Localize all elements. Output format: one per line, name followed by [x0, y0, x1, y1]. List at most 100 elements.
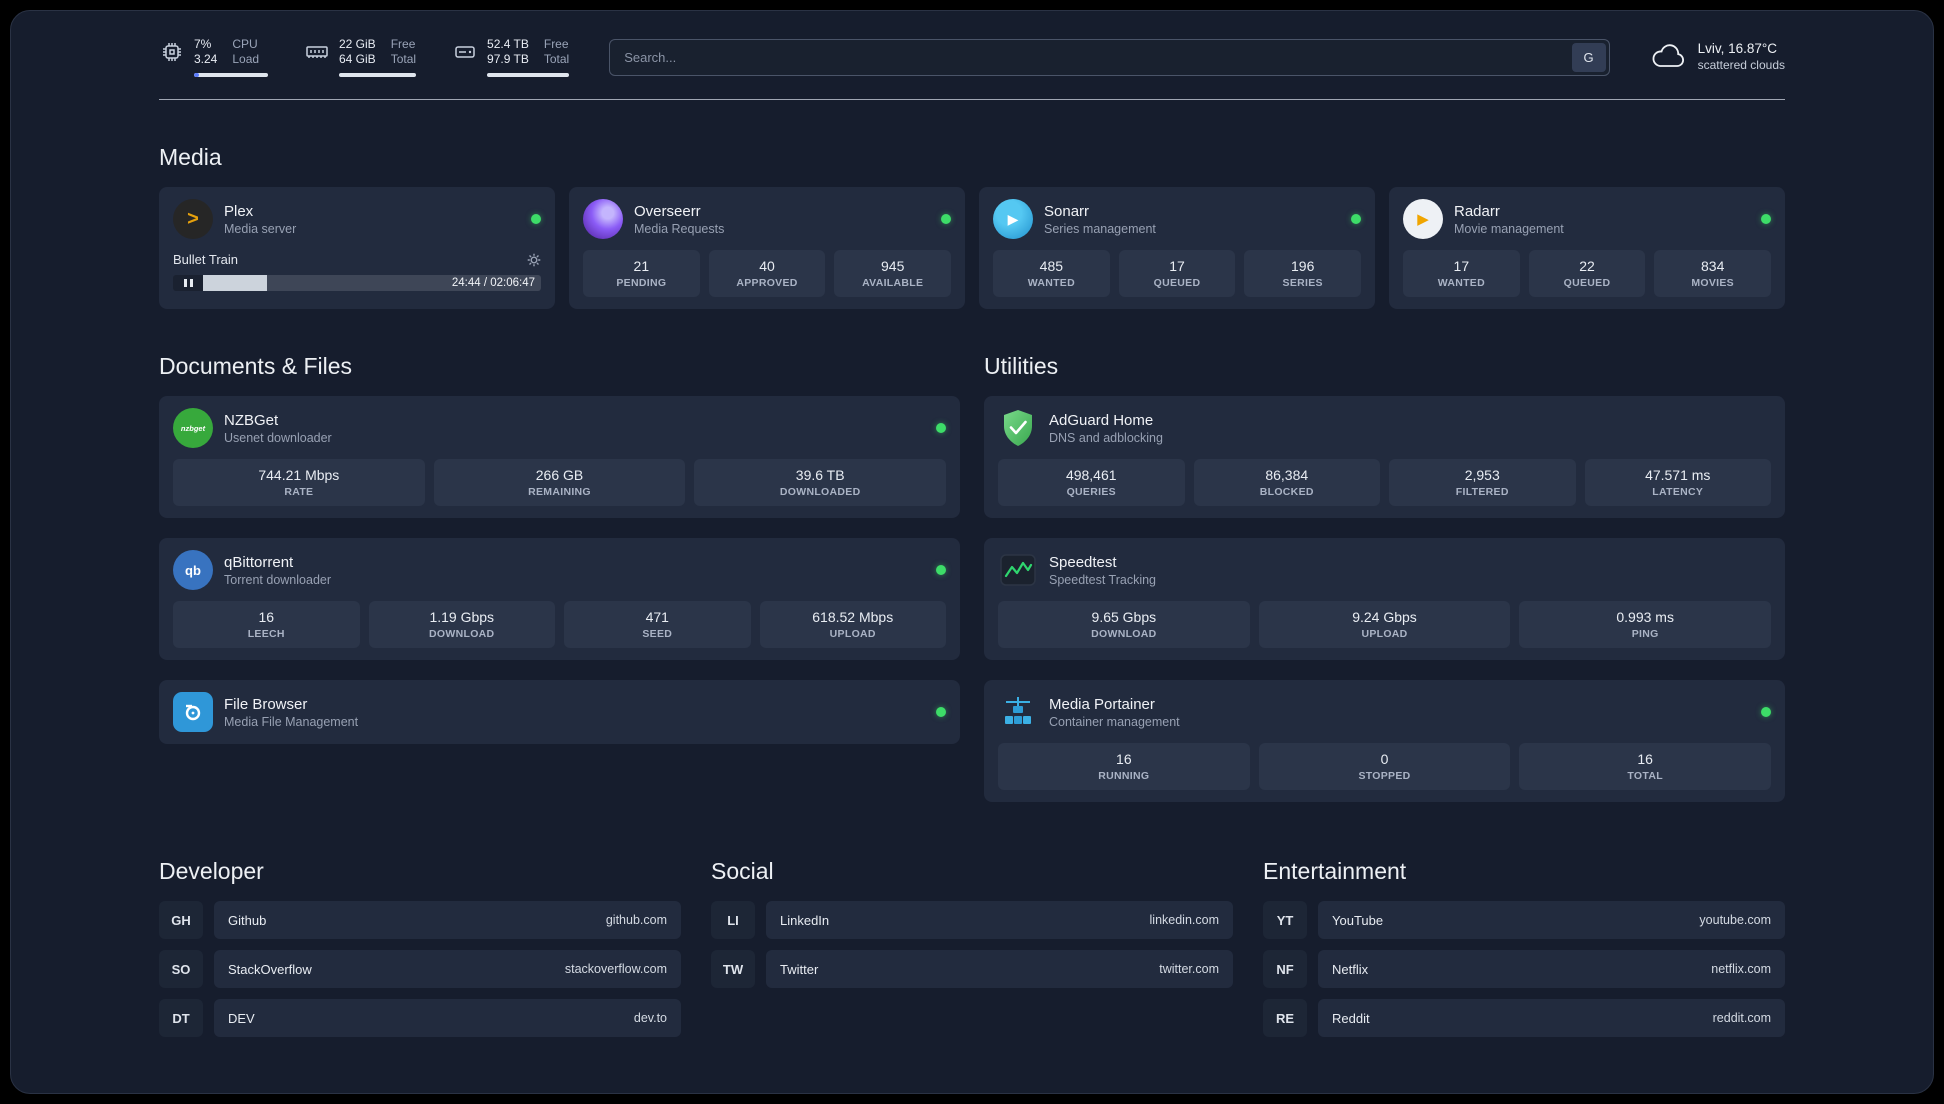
stat-tile: 40 APPROVED: [708, 250, 826, 297]
stat-value: 39.6 TB: [795, 467, 845, 483]
stat-tile: 498,461 QUERIES: [998, 459, 1185, 506]
app-card-radarr[interactable]: ▶ Radarr Movie management 17 WANTED 22 Q…: [1389, 187, 1785, 309]
bookmark-url: linkedin.com: [1149, 913, 1219, 927]
stat-label: MOVIES: [1691, 277, 1734, 289]
stat-value: 834: [1701, 258, 1725, 274]
app-name: Sonarr: [1044, 202, 1090, 220]
bookmark-abbr: RE: [1263, 999, 1307, 1037]
search-engine-button[interactable]: G: [1571, 42, 1606, 72]
status-online-dot: [1761, 214, 1771, 224]
stat-label: TOTAL: [1627, 770, 1663, 782]
bookmark-link-linkedin[interactable]: LinkedIn linkedin.com: [766, 901, 1233, 939]
stat-value: 0.993 ms: [1616, 609, 1674, 625]
bookmark-url: twitter.com: [1159, 962, 1219, 976]
app-card-sonarr[interactable]: ▶ Sonarr Series management 485 WANTED 17…: [979, 187, 1375, 309]
stat-label: STOPPED: [1358, 770, 1411, 782]
bookmark-url: youtube.com: [1699, 913, 1771, 927]
bookmark-name: Netflix: [1332, 961, 1369, 977]
section-title-media: Media: [159, 144, 222, 170]
stat-value: 266 GB: [535, 467, 584, 483]
stat-value: 21: [633, 258, 650, 274]
app-desc: Usenet downloader: [224, 430, 332, 445]
app-card-qbittorrent[interactable]: qb qBittorrent Torrent downloader 16 LEE…: [159, 538, 960, 660]
app-name: Overseerr: [634, 202, 701, 220]
app-desc: Series management: [1044, 221, 1156, 236]
stat-tile: 0.993 ms PING: [1519, 601, 1772, 648]
filebrowser-icon: [173, 692, 213, 732]
bookmark-name: DEV: [228, 1010, 255, 1026]
app-name: Radarr: [1454, 202, 1500, 220]
cpu-progress-fill: [194, 73, 200, 77]
stat-value: 744.21 Mbps: [258, 467, 340, 483]
cpu-load-value: 3.24: [194, 52, 218, 66]
bookmark-link-dev[interactable]: DEV dev.to: [214, 999, 681, 1037]
bookmark-row: GH Github github.com: [159, 901, 681, 939]
bookmark-link-stackoverflow[interactable]: StackOverflow stackoverflow.com: [214, 950, 681, 988]
bookmark-url: github.com: [605, 913, 667, 927]
bookmark-name: StackOverflow: [228, 961, 312, 977]
stat-tile: 196 SERIES: [1244, 250, 1362, 297]
stat-label: FILTERED: [1455, 486, 1509, 498]
app-desc: Speedtest Tracking: [1049, 572, 1157, 587]
stat-tile: 945 AVAILABLE: [834, 250, 952, 297]
speedtest-icon: [998, 550, 1038, 590]
stat-value: 17: [1169, 258, 1185, 274]
weather-location: Lviv, 16.87°C: [1697, 41, 1778, 57]
app-card-portainer[interactable]: Media Portainer Container management 16 …: [984, 680, 1785, 802]
app-card-overseerr[interactable]: Overseerr Media Requests 21 PENDING 40 A…: [569, 187, 965, 309]
stat-value: 40: [759, 258, 775, 274]
app-card-speedtest[interactable]: Speedtest Speedtest Tracking 9.65 Gbps D…: [984, 538, 1785, 660]
stat-value: 47.571 ms: [1645, 467, 1711, 483]
stat-tile: 744.21 Mbps RATE: [173, 459, 425, 506]
stat-tile: 9.65 Gbps DOWNLOAD: [998, 601, 1250, 648]
bookmark-link-netflix[interactable]: Netflix netflix.com: [1318, 950, 1785, 988]
gear-icon[interactable]: [527, 253, 541, 267]
stat-label: REMAINING: [528, 486, 591, 498]
cpu-label-top: CPU: [232, 37, 258, 51]
app-card-plex[interactable]: > Plex Media server Bullet Train: [159, 187, 555, 309]
search-bar: G: [609, 38, 1610, 76]
sonarr-icon: ▶: [993, 199, 1033, 239]
bookmark-abbr: NF: [1263, 950, 1307, 988]
adguard-icon: [998, 408, 1038, 448]
radarr-icon: ▶: [1403, 199, 1443, 239]
search-input[interactable]: [609, 38, 1610, 76]
ram-free-value: 22 GiB: [339, 37, 376, 51]
playback-progress-fill: [203, 275, 268, 291]
bookmark-link-github[interactable]: Github github.com: [214, 901, 681, 939]
stat-value: 498,461: [1065, 467, 1117, 483]
bookmark-abbr: GH: [159, 901, 203, 939]
app-name: qBittorrent: [224, 553, 294, 571]
bookmark-link-twitter[interactable]: Twitter twitter.com: [766, 950, 1233, 988]
app-card-nzbget[interactable]: nzbget NZBGet Usenet downloader 744.21 M…: [159, 396, 960, 518]
stat-label: LEECH: [247, 628, 285, 640]
stat-value: 16: [1116, 751, 1132, 767]
app-name: File Browser: [224, 695, 308, 713]
stat-label: RUNNING: [1098, 770, 1150, 782]
app-card-adguard[interactable]: AdGuard Home DNS and adblocking 498,461 …: [984, 396, 1785, 518]
stat-value: 485: [1039, 258, 1064, 274]
stat-label: AVAILABLE: [862, 277, 924, 289]
app-name: NZBGet: [224, 411, 279, 429]
app-card-filebrowser[interactable]: File Browser Media File Management: [159, 680, 960, 744]
stat-value: 196: [1291, 258, 1315, 274]
disk-total-value: 97.9 TB: [487, 52, 529, 66]
stat-value: 16: [258, 609, 275, 625]
stat-tile: 16 LEECH: [173, 601, 360, 648]
bookmark-link-reddit[interactable]: Reddit reddit.com: [1318, 999, 1785, 1037]
stat-tile: 17 QUEUED: [1118, 250, 1236, 297]
playback-progress-bar[interactable]: [203, 275, 541, 291]
bookmark-abbr: TW: [711, 950, 755, 988]
app-desc: DNS and adblocking: [1049, 430, 1163, 445]
bookmarks-developer: Developer GH Github github.com SO StackO…: [159, 840, 681, 1037]
stat-value: 9.24 Gbps: [1352, 609, 1417, 625]
bookmark-link-youtube[interactable]: YouTube youtube.com: [1318, 901, 1785, 939]
stat-tile: 471 SEED: [564, 601, 751, 648]
stat-value: 86,384: [1265, 467, 1309, 483]
pause-button[interactable]: [173, 275, 203, 291]
stat-label: QUERIES: [1066, 486, 1116, 498]
playback-time: 24:44 / 02:06:47: [451, 277, 535, 289]
plex-now-playing: Bullet Train 24:44 / 02:06:47: [173, 252, 541, 291]
bookmark-abbr: DT: [159, 999, 203, 1037]
bookmark-abbr: LI: [711, 901, 755, 939]
